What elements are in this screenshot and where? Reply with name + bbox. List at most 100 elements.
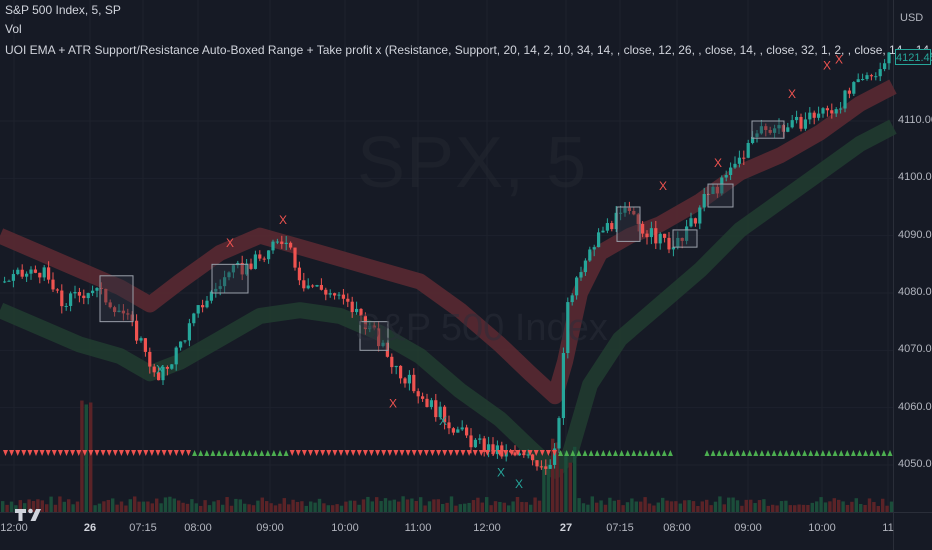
volume-bar [278, 503, 282, 512]
price-tick-label: 4080.00 [898, 285, 932, 298]
candle-body [698, 207, 702, 224]
bearish-triangle [118, 450, 124, 456]
bullish-triangle [881, 450, 887, 456]
time-tick-label: 07:15 [129, 522, 157, 534]
bearish-triangle [356, 450, 362, 456]
volume-bar [665, 500, 669, 512]
volume-bar [467, 502, 471, 512]
bearish-triangle [497, 450, 503, 456]
volume-bar [49, 496, 53, 512]
volume-bar [713, 501, 718, 512]
candle-body [517, 453, 521, 456]
volume-bar [133, 496, 137, 512]
candle-body [407, 374, 411, 384]
bearish-triangle [15, 450, 21, 456]
candle-body [38, 272, 42, 278]
indicator-legend[interactable]: UOI EMA + ATR Support/Resistance Auto-Bo… [5, 43, 932, 57]
candle-body [381, 342, 385, 347]
candle-body [693, 218, 697, 224]
bullish-triangle [875, 450, 881, 456]
candle-body [139, 338, 143, 341]
bullish-triangle [216, 450, 222, 456]
candle-body [179, 341, 183, 348]
volume-bar [797, 504, 801, 512]
candle-body [478, 438, 482, 440]
candle-body [77, 292, 81, 296]
candle-body [11, 274, 15, 281]
bullish-triangle [247, 450, 252, 456]
symbol-title[interactable]: S&P 500 Index, 5, SP [5, 3, 121, 17]
candle-body [491, 444, 495, 455]
candle-body [55, 289, 59, 291]
candle-body [460, 427, 464, 430]
bullish-triangle [240, 450, 246, 456]
volume-bar [687, 500, 691, 512]
bearish-triangle [545, 450, 551, 456]
volume-bar [507, 505, 511, 512]
price-tick-label: 4070.00 [898, 343, 932, 356]
candle-body [324, 289, 328, 295]
currency-label[interactable]: USD [900, 12, 924, 24]
candle-body [108, 302, 112, 308]
price-tick-label: 4110.00 [898, 114, 932, 126]
volume-bar [36, 499, 40, 512]
bearish-triangle [179, 450, 185, 456]
candle-body [575, 277, 579, 296]
time-tick-label: 08:00 [663, 522, 691, 534]
candle-body [649, 228, 653, 238]
candle-body [799, 116, 803, 129]
bearish-triangle [369, 450, 374, 456]
volume-bar [45, 504, 49, 512]
take-profit-marker-short: X [389, 397, 397, 411]
volume-bar [361, 499, 366, 512]
candle-body [86, 293, 90, 299]
bullish-triangle [820, 450, 826, 456]
volume-bar [18, 500, 22, 512]
volume-legend[interactable]: Vol [5, 22, 22, 36]
bearish-triangle [326, 450, 332, 456]
volume-bar [529, 504, 533, 512]
candle-body [447, 422, 451, 429]
volume-bar [458, 504, 462, 512]
take-profit-marker-long: X [439, 414, 447, 428]
time-tick-label: 09:00 [256, 522, 284, 534]
volume-bar [405, 499, 410, 512]
candle-body [627, 207, 631, 211]
range-box [211, 263, 249, 294]
volume-bar [190, 499, 194, 512]
candle-body [319, 285, 323, 290]
bullish-triangle [863, 450, 869, 456]
candle-body [869, 75, 873, 77]
bearish-triangle [552, 450, 557, 456]
candle-body [755, 133, 759, 137]
candle-body [852, 82, 856, 94]
candle-body [843, 90, 847, 109]
bearish-triangle [442, 450, 448, 456]
volume-bar [31, 501, 36, 512]
bearish-triangle [167, 450, 173, 456]
bullish-triangle [606, 450, 612, 456]
volume-bar [652, 505, 656, 512]
volume-bar [432, 499, 436, 512]
bearish-triangle [314, 450, 320, 456]
take-profit-marker-long: X [156, 362, 164, 376]
candle-body [821, 108, 825, 114]
candle-body [302, 280, 306, 289]
volume-bar [353, 500, 357, 512]
candle-body [451, 428, 455, 433]
volume-bar [810, 502, 814, 512]
volume-bar [124, 505, 128, 512]
symbol-watermark: SPX, 5 [357, 123, 588, 203]
volume-bar [40, 500, 44, 512]
candle-body [654, 228, 658, 244]
candle-body [148, 351, 152, 367]
bullish-triangle [198, 450, 204, 456]
volume-bar [383, 498, 388, 512]
candle-body [667, 237, 671, 250]
candle-body [663, 233, 667, 238]
volume-bar [700, 501, 704, 512]
tradingview-logo-icon[interactable] [14, 506, 48, 522]
volume-bar [639, 501, 643, 512]
volume-bar [181, 502, 185, 512]
